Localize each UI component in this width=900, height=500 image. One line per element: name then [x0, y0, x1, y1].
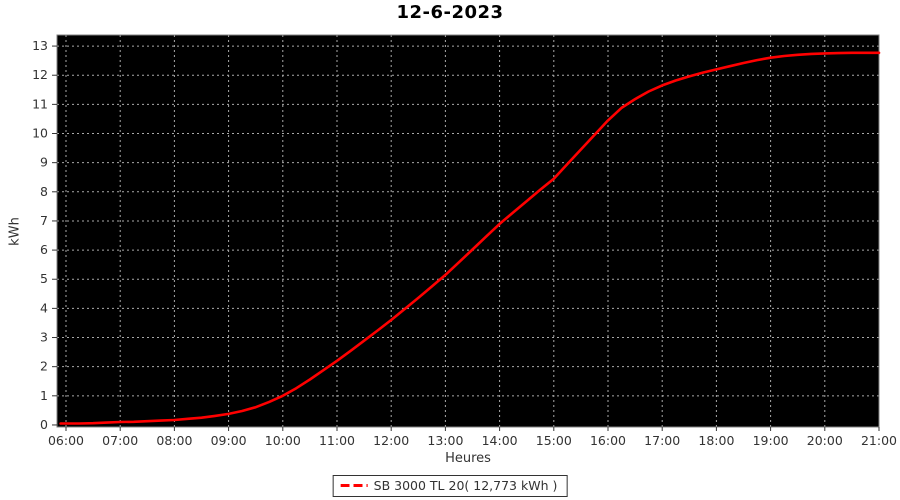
- x-tick-label: 09:00: [211, 433, 247, 448]
- x-tick-label: 18:00: [698, 433, 734, 448]
- plot-background: [57, 35, 879, 427]
- gridlines: [57, 35, 880, 427]
- x-tick-label: 15:00: [536, 433, 572, 448]
- x-tick-label: 13:00: [427, 433, 463, 448]
- y-tick-label: 7: [40, 213, 48, 228]
- legend-series-label: SB 3000 TL 20( 12,773 kWh ): [373, 478, 558, 493]
- x-tick-label: 21:00: [861, 433, 897, 448]
- y-tick-label: 4: [40, 300, 48, 315]
- x-tick-label: 12:00: [373, 433, 409, 448]
- y-tick-label: 9: [40, 155, 48, 170]
- legend: SB 3000 TL 20( 12,773 kWh ): [332, 475, 568, 497]
- x-tick-label: 16:00: [590, 433, 626, 448]
- x-tick-label: 11:00: [319, 433, 355, 448]
- x-tick-label: 07:00: [102, 433, 138, 448]
- x-tick-label: 14:00: [482, 433, 518, 448]
- y-tick-label: 13: [32, 38, 48, 53]
- y-tick-label: 1: [40, 388, 48, 403]
- x-tick-label: 10:00: [265, 433, 301, 448]
- axes: 06:00 07:00 08:00 09:00 10:00 11:00 12:00 13:00…: [32, 38, 897, 448]
- y-tick-label: 11: [32, 96, 48, 111]
- x-tick-label: 08:00: [156, 433, 192, 448]
- y-tick-label: 5: [40, 271, 48, 286]
- x-tick-label: 19:00: [753, 433, 789, 448]
- y-tick-label: 10: [32, 126, 48, 141]
- x-tick-label: 06:00: [48, 433, 84, 448]
- x-axis-title: Heures: [445, 451, 491, 466]
- legend-line-marker: [340, 484, 368, 487]
- y-tick-label: 12: [32, 67, 48, 82]
- series-line: [59, 51, 881, 425]
- y-axis-title: kWh: [7, 217, 23, 246]
- chart-title: 12-6-2023: [396, 2, 504, 23]
- y-tick-label: 2: [40, 359, 48, 374]
- plot-border: [56, 34, 880, 428]
- x-tick-label: 20:00: [807, 433, 843, 448]
- y-tick-label: 0: [40, 417, 48, 432]
- y-tick-label: 8: [40, 184, 48, 199]
- y-tick-label: 6: [40, 242, 48, 257]
- x-tick-label: 17:00: [644, 433, 680, 448]
- chart-canvas: 06:00 07:00 08:00 09:00 10:00 11:00 12:00 13:00…: [32, 34, 897, 448]
- y-tick-label: 3: [40, 330, 48, 345]
